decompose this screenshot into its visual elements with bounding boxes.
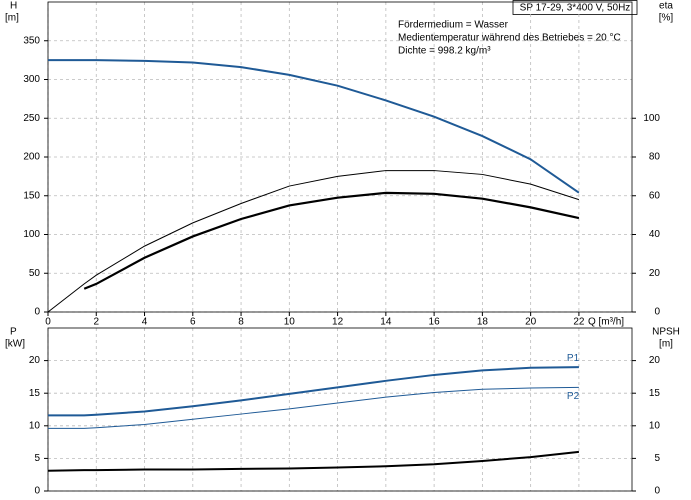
plot-frame xyxy=(47,1,633,313)
x-tick-label: 16 xyxy=(429,317,441,328)
y2-axis-unit: [%] xyxy=(659,13,674,24)
x-tick-label: 12 xyxy=(332,317,344,328)
x-tick-label: 18 xyxy=(477,317,489,328)
y-tick-label: 50 xyxy=(29,268,41,279)
x-tick-label: 6 xyxy=(190,317,196,328)
y2-tick-label: 5 xyxy=(654,453,660,464)
y2-tick-label: 0 xyxy=(654,307,660,318)
y-tick-label: 200 xyxy=(23,152,40,163)
y2-tick-label: 10 xyxy=(649,420,661,431)
x-tick-label: 14 xyxy=(380,317,392,328)
curve xyxy=(48,59,580,194)
x-tick-label: 20 xyxy=(525,317,537,328)
y2-axis-label: NPSH xyxy=(652,327,680,338)
note: Medientemperatur während des Betriebes =… xyxy=(398,33,621,44)
curve xyxy=(83,191,580,290)
y2-tick-label: 20 xyxy=(649,268,661,279)
y2-tick-label: 40 xyxy=(649,229,661,240)
y-axis-label: P xyxy=(10,327,17,338)
y-axis-label: H xyxy=(10,1,17,12)
curve xyxy=(48,366,579,417)
y-tick-label: 20 xyxy=(29,355,41,366)
y2-tick-label: 80 xyxy=(649,152,661,163)
y2-tick-label: 60 xyxy=(649,190,661,201)
plot-frame xyxy=(47,327,633,492)
y-tick-label: 0 xyxy=(34,486,40,497)
chart-title: SP 17-29, 3*400 V, 50Hz xyxy=(520,3,631,14)
y2-tick-label: 15 xyxy=(649,388,661,399)
x-tick-label: 8 xyxy=(238,317,244,328)
y2-tick-label: 100 xyxy=(643,113,660,124)
y2-axis-unit: [m] xyxy=(659,339,673,350)
title-box xyxy=(512,0,638,15)
series-label: P1 xyxy=(567,353,580,364)
y-tick-label: 150 xyxy=(23,190,40,201)
x-tick-label: 0 xyxy=(45,317,51,328)
x-axis-label: Q [m³/h] xyxy=(588,317,624,328)
y-tick-label: 0 xyxy=(34,307,40,318)
y2-tick-label: 20 xyxy=(649,355,661,366)
note: Fördermedium = Wasser xyxy=(398,20,509,31)
series-label: P2 xyxy=(567,391,580,402)
x-tick-label: 10 xyxy=(284,317,296,328)
x-tick-label: 4 xyxy=(142,317,148,328)
y-tick-label: 100 xyxy=(23,229,40,240)
y2-axis-label: eta xyxy=(659,1,673,12)
x-tick-label: 22 xyxy=(573,317,585,328)
y-tick-label: 10 xyxy=(29,420,41,431)
curve xyxy=(47,170,580,313)
y-axis-unit: [m] xyxy=(5,13,19,24)
y-axis-unit: [kW] xyxy=(5,339,25,350)
note: Dichte = 998.2 kg/m³ xyxy=(398,46,491,57)
x-tick-label: 2 xyxy=(93,317,99,328)
y-tick-label: 15 xyxy=(29,388,41,399)
y-tick-label: 250 xyxy=(23,113,40,124)
y-tick-label: 5 xyxy=(34,453,40,464)
y2-tick-label: 0 xyxy=(654,486,660,497)
curve xyxy=(47,450,580,472)
curve xyxy=(48,386,579,429)
y-tick-label: 300 xyxy=(23,74,40,85)
y-tick-label: 350 xyxy=(23,35,40,46)
